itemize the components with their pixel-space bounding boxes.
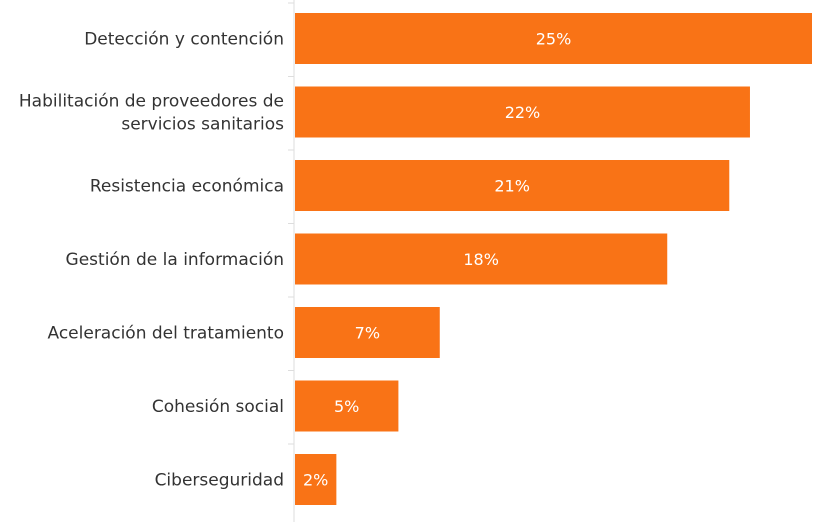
value-labels: 25% 22% 21% 18% 7% 5% 2% xyxy=(303,30,571,490)
category-label: Ciberseguridad xyxy=(155,471,284,491)
bar xyxy=(295,86,750,138)
value-label: 21% xyxy=(494,177,530,196)
value-label: 5% xyxy=(334,397,359,416)
category-label: Aceleración del tratamiento xyxy=(48,324,285,344)
value-label: 22% xyxy=(505,103,541,122)
category-label-line: Detección y contención xyxy=(84,30,284,50)
category-label-line: servicios sanitarios xyxy=(121,115,284,135)
category-label-line: Cohesión social xyxy=(152,397,284,417)
value-label: 2% xyxy=(303,471,328,490)
bar xyxy=(295,13,812,64)
bar xyxy=(295,233,668,285)
value-label: 7% xyxy=(355,324,380,343)
category-label-line: Ciberseguridad xyxy=(155,471,284,491)
category-label-line: Aceleración del tratamiento xyxy=(48,324,285,344)
bars xyxy=(295,13,812,505)
category-label-line: Resistencia económica xyxy=(90,177,284,197)
bar xyxy=(295,307,440,358)
axis-ticks xyxy=(288,2,294,445)
category-label: Gestión de la información xyxy=(66,250,284,270)
value-label: 18% xyxy=(463,250,499,269)
category-labels: Detección y contención Habilitación de pr… xyxy=(19,30,284,491)
category-label: Cohesión social xyxy=(152,397,284,417)
category-label: Detección y contención xyxy=(84,30,284,50)
bar xyxy=(295,160,730,211)
category-label: Resistencia económica xyxy=(90,177,284,197)
bar xyxy=(295,380,399,432)
category-label-line: Habilitación de proveedores de xyxy=(19,92,284,112)
value-label: 25% xyxy=(536,30,572,49)
category-label: Habilitación de proveedores de servicios … xyxy=(19,92,284,135)
category-label-line: Gestión de la información xyxy=(66,250,284,270)
bar xyxy=(295,454,337,505)
